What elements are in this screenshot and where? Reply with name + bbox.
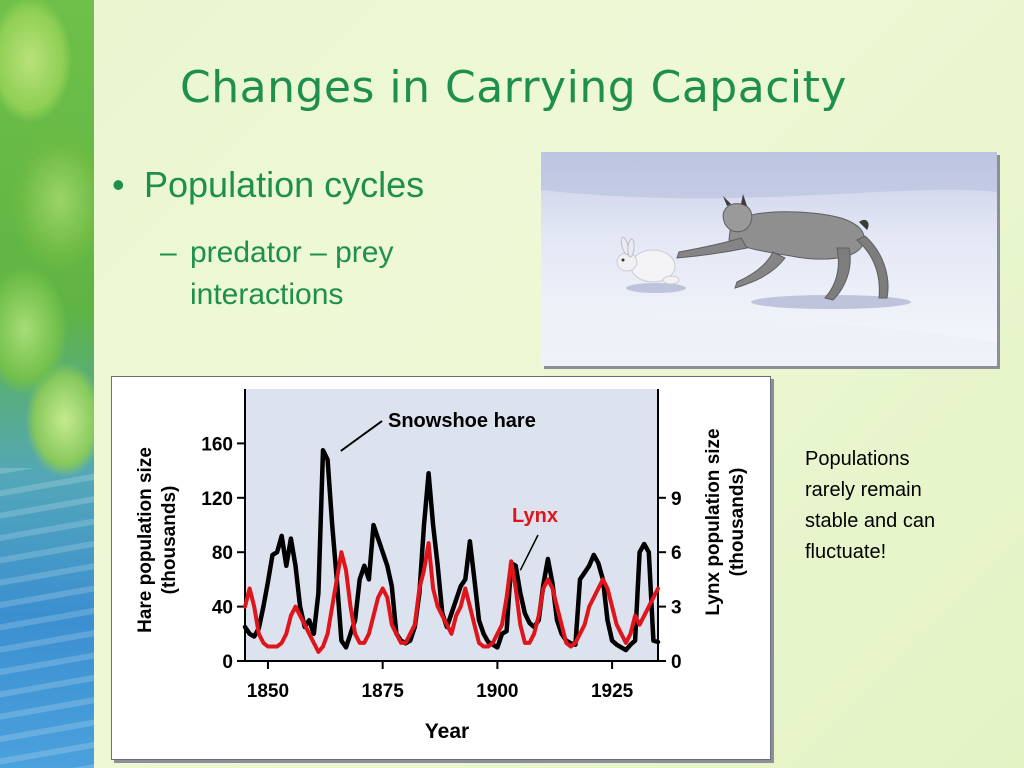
x-tick-label: 1900 [476,681,518,702]
x-tick-label: 1850 [247,681,289,702]
annotation-pointer-lynx [519,534,539,571]
y-left-tick-label: 120 [201,489,233,510]
y-right-tick-label: 3 [671,598,682,619]
bullet-text: Population cycles [144,164,425,205]
lynx-hare-photo [541,152,997,366]
sub-bullet-line-2: interactions [190,278,344,311]
lynx-shadow [751,295,911,309]
y-right-axis-label-line-2: (thousands) [727,468,748,577]
sub-bullet: – predator – prey interactions [160,232,480,316]
y-left-axis-label-line-1: Hare population size [135,447,156,633]
lynx-hare-illustration [541,152,997,366]
y-left-tick-label: 0 [222,652,233,673]
lynx-figure [676,194,889,301]
series-line-lynx [243,541,660,654]
y-right-tick-label: 9 [671,489,682,510]
annotation-pointer-hare [340,420,383,452]
bullet-list: • Population cycles – predator – prey int… [112,164,424,311]
y-right-tick-label: 6 [671,543,682,564]
chart-frame: 0 40 80 120 160 0 3 6 9 1850 1875 1900 1925 Snowshoe… [111,376,771,760]
y-right-axis-label: Lynx population size (thousands) [703,428,748,615]
annotation-label-hare: Snowshoe hare [388,410,536,432]
annotation-label-lynx: Lynx [512,505,558,527]
decorative-leaf-strip [0,0,94,768]
water-texture [0,468,94,768]
y-left-axis-label: Hare population size (thousands) [135,447,180,633]
hare-figure [616,236,680,285]
sub-bullet-dash: – [160,236,177,269]
y-right-axis-label-line-1: Lynx population size [703,428,724,615]
y-left-axis-label-line-2: (thousands) [159,486,180,595]
note-line-2: rarely remain [805,479,922,501]
side-note: Populations rarely remain stable and can… [805,444,1005,568]
x-tick-label: 1875 [362,681,405,702]
bullet-item: • Population cycles [112,164,424,206]
x-axis-label: Year [425,720,469,743]
note-line-1: Populations [805,448,910,470]
chart-axes [244,389,659,662]
y-left-tick-label: 40 [212,598,233,619]
y-left-tick-label: 80 [212,543,233,564]
x-tick-label: 1925 [591,681,634,702]
note-line-3: stable and can [805,510,936,532]
bullet-dot: • [112,164,125,205]
series-line-hare [242,447,661,653]
y-right-tick-label: 0 [671,652,682,673]
chart-series [242,447,661,654]
population-cycle-chart: 0 40 80 120 160 0 3 6 9 1850 1875 1900 1925 Snowshoe… [135,389,748,743]
slide-title: Changes in Carrying Capacity [180,62,847,113]
sub-bullet-line-1: predator – prey [190,236,394,269]
note-line-4: fluctuate! [805,541,887,563]
chart-annotations: Snowshoe hare Lynx [340,410,558,571]
hare-shadow [626,283,686,293]
chart-ticks: 0 40 80 120 160 0 3 6 9 1850 1875 1900 1925 [201,434,681,702]
y-left-tick-label: 160 [201,434,233,455]
